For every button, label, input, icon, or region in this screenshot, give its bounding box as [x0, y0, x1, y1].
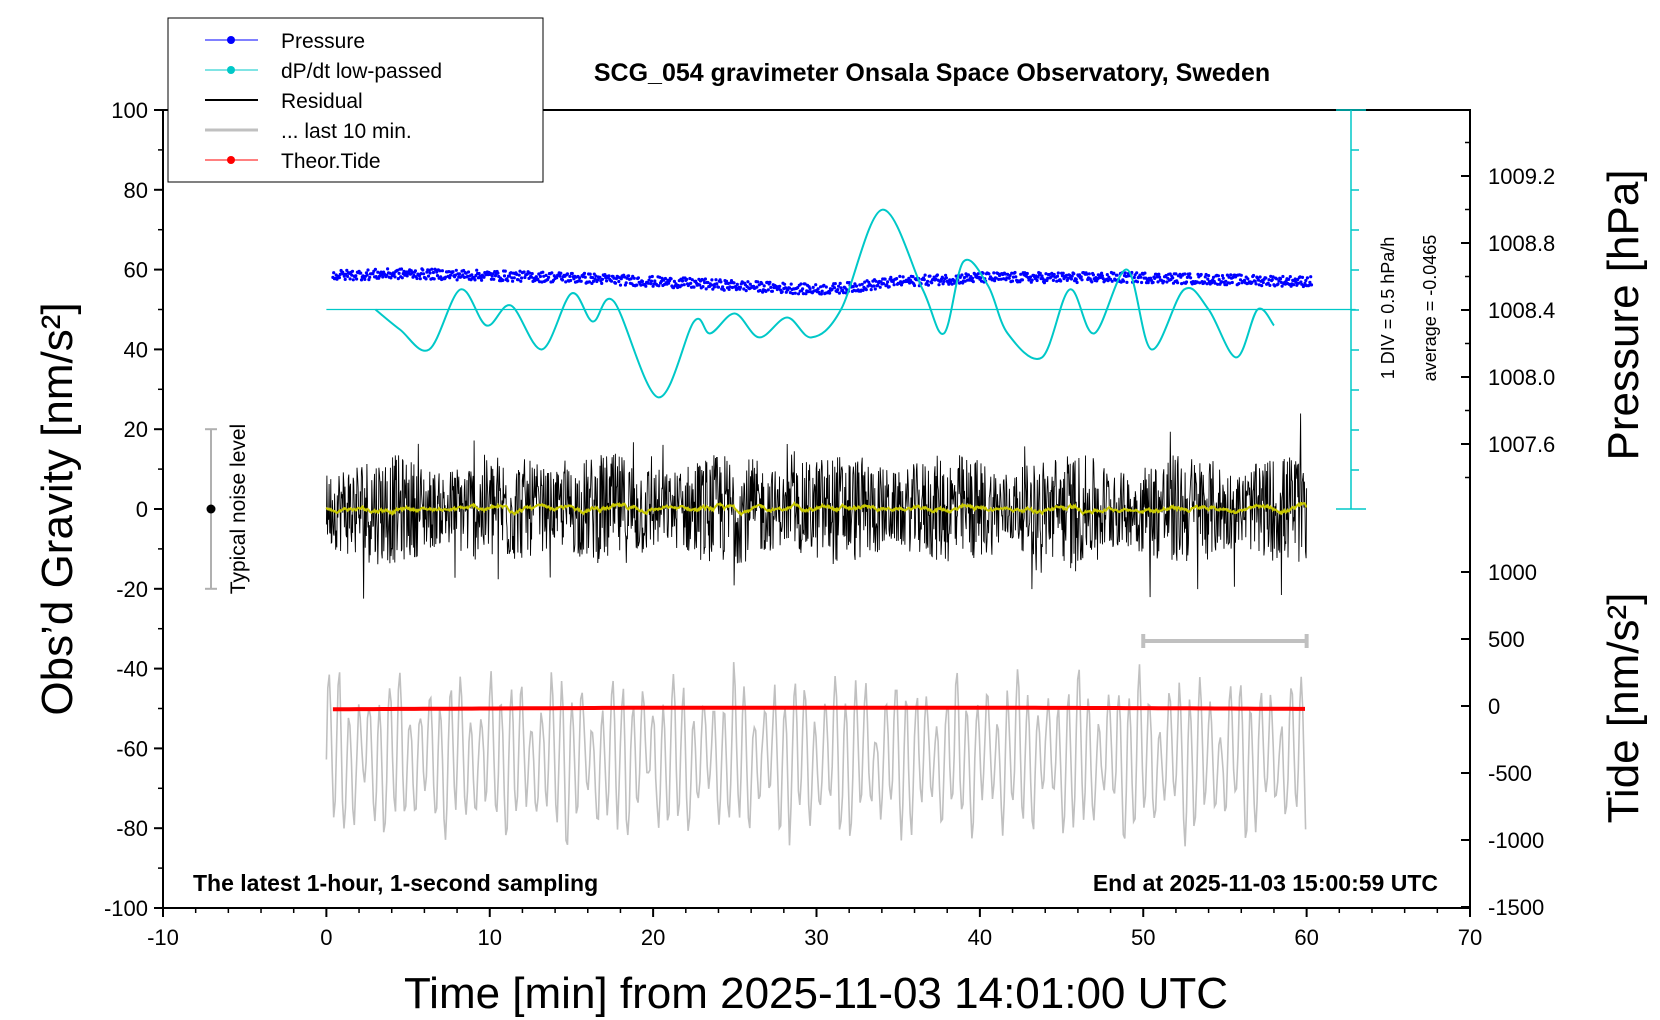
tide-tick-label-2: -500 [1488, 761, 1532, 786]
y-axis-label-left: Obs’d Gravity [nm/s²] [33, 302, 82, 715]
svg-text:... last 10 min.: ... last 10 min. [281, 120, 412, 143]
pressure-tick-label-1: 1008.0 [1488, 365, 1555, 390]
pressure-tick-label-3: 1008.8 [1488, 231, 1555, 256]
y-tick-label-3: -40 [116, 657, 148, 682]
series-residual [325, 413, 1308, 599]
x-tick-label-4: 30 [804, 925, 828, 950]
footer-left-note: The latest 1-hour, 1-second sampling [193, 870, 598, 896]
tide-tick-label-5: 1000 [1488, 560, 1537, 585]
x-tick-label-6: 50 [1131, 925, 1155, 950]
pressure-tick-label-2: 1008.4 [1488, 298, 1555, 323]
y-tick-label-8: 60 [124, 258, 148, 283]
legend-entry-dpdt: dP/dt low-passed [205, 60, 442, 83]
series-theor-tide [332, 705, 1305, 712]
legend-entry-pressure: Pressure [205, 30, 365, 53]
series-dpdt-low-passed [374, 208, 1275, 399]
tide-tick-label-3: 0 [1488, 694, 1500, 719]
y-tick-label-7: 40 [124, 337, 148, 362]
x-axis-label: Time [min] from 2025-11-03 14:01:00 UTC [404, 969, 1228, 1018]
legend-entry-residual: Residual [205, 90, 363, 113]
x-tick-label-1: 0 [320, 925, 332, 950]
pressure-tick-label-4: 1009.2 [1488, 164, 1555, 189]
y-tick-label-4: -20 [116, 577, 148, 602]
legend: Pressure dP/dt low-passed Residual ... l… [167, 17, 544, 183]
y-tick-label-9: 80 [124, 178, 148, 203]
scale-div-label: 1 DIV = 0.5 hPa/h [1378, 237, 1398, 380]
y-axis-label-pressure: Pressure [hPa] [1599, 169, 1648, 460]
legend-entry-last10: ... last 10 min. [205, 120, 412, 143]
noise-center-dot [206, 504, 216, 514]
svg-text:Pressure: Pressure [281, 30, 365, 53]
tide-tick-label-4: 500 [1488, 627, 1525, 652]
y-tick-label-2: -60 [116, 736, 148, 761]
data-layer [205, 109, 1366, 847]
footer-right-note: End at 2025-11-03 15:00:59 UTC [1093, 870, 1438, 896]
y-tick-label-0: -100 [104, 896, 148, 921]
x-tick-label-3: 20 [641, 925, 665, 950]
y-tick-label-10: 100 [111, 98, 148, 123]
pressure-tick-label-0: 1007.6 [1488, 432, 1555, 457]
series-pressure [331, 267, 1314, 296]
x-tick-label-0: -10 [147, 925, 179, 950]
tide-tick-label-0: -1500 [1488, 895, 1544, 920]
y-tick-label-5: 0 [136, 497, 148, 522]
x-tick-label-7: 60 [1294, 925, 1318, 950]
chart-title: SCG_054 gravimeter Onsala Space Observat… [594, 59, 1270, 87]
tide-tick-label-1: -1000 [1488, 828, 1544, 853]
scale-average-label: average = -0.0465 [1420, 235, 1440, 382]
y-tick-label-6: 20 [124, 417, 148, 442]
x-tick-label-2: 10 [478, 925, 502, 950]
legend-entry-tide: Theor.Tide [205, 150, 381, 173]
series-last-10-min [325, 662, 1307, 847]
noise-label: Typical noise level [227, 424, 250, 594]
y-axis-label-tide: Tide [nm/s²] [1599, 593, 1648, 824]
svg-text:Theor.Tide: Theor.Tide [281, 150, 381, 173]
svg-text:dP/dt low-passed: dP/dt low-passed [281, 60, 442, 83]
series-residual-smoothed [325, 500, 1308, 517]
x-tick-label-5: 40 [968, 925, 992, 950]
svg-text:Residual: Residual [281, 90, 363, 113]
x-tick-label-8: 70 [1458, 925, 1482, 950]
y-tick-label-1: -80 [116, 816, 148, 841]
